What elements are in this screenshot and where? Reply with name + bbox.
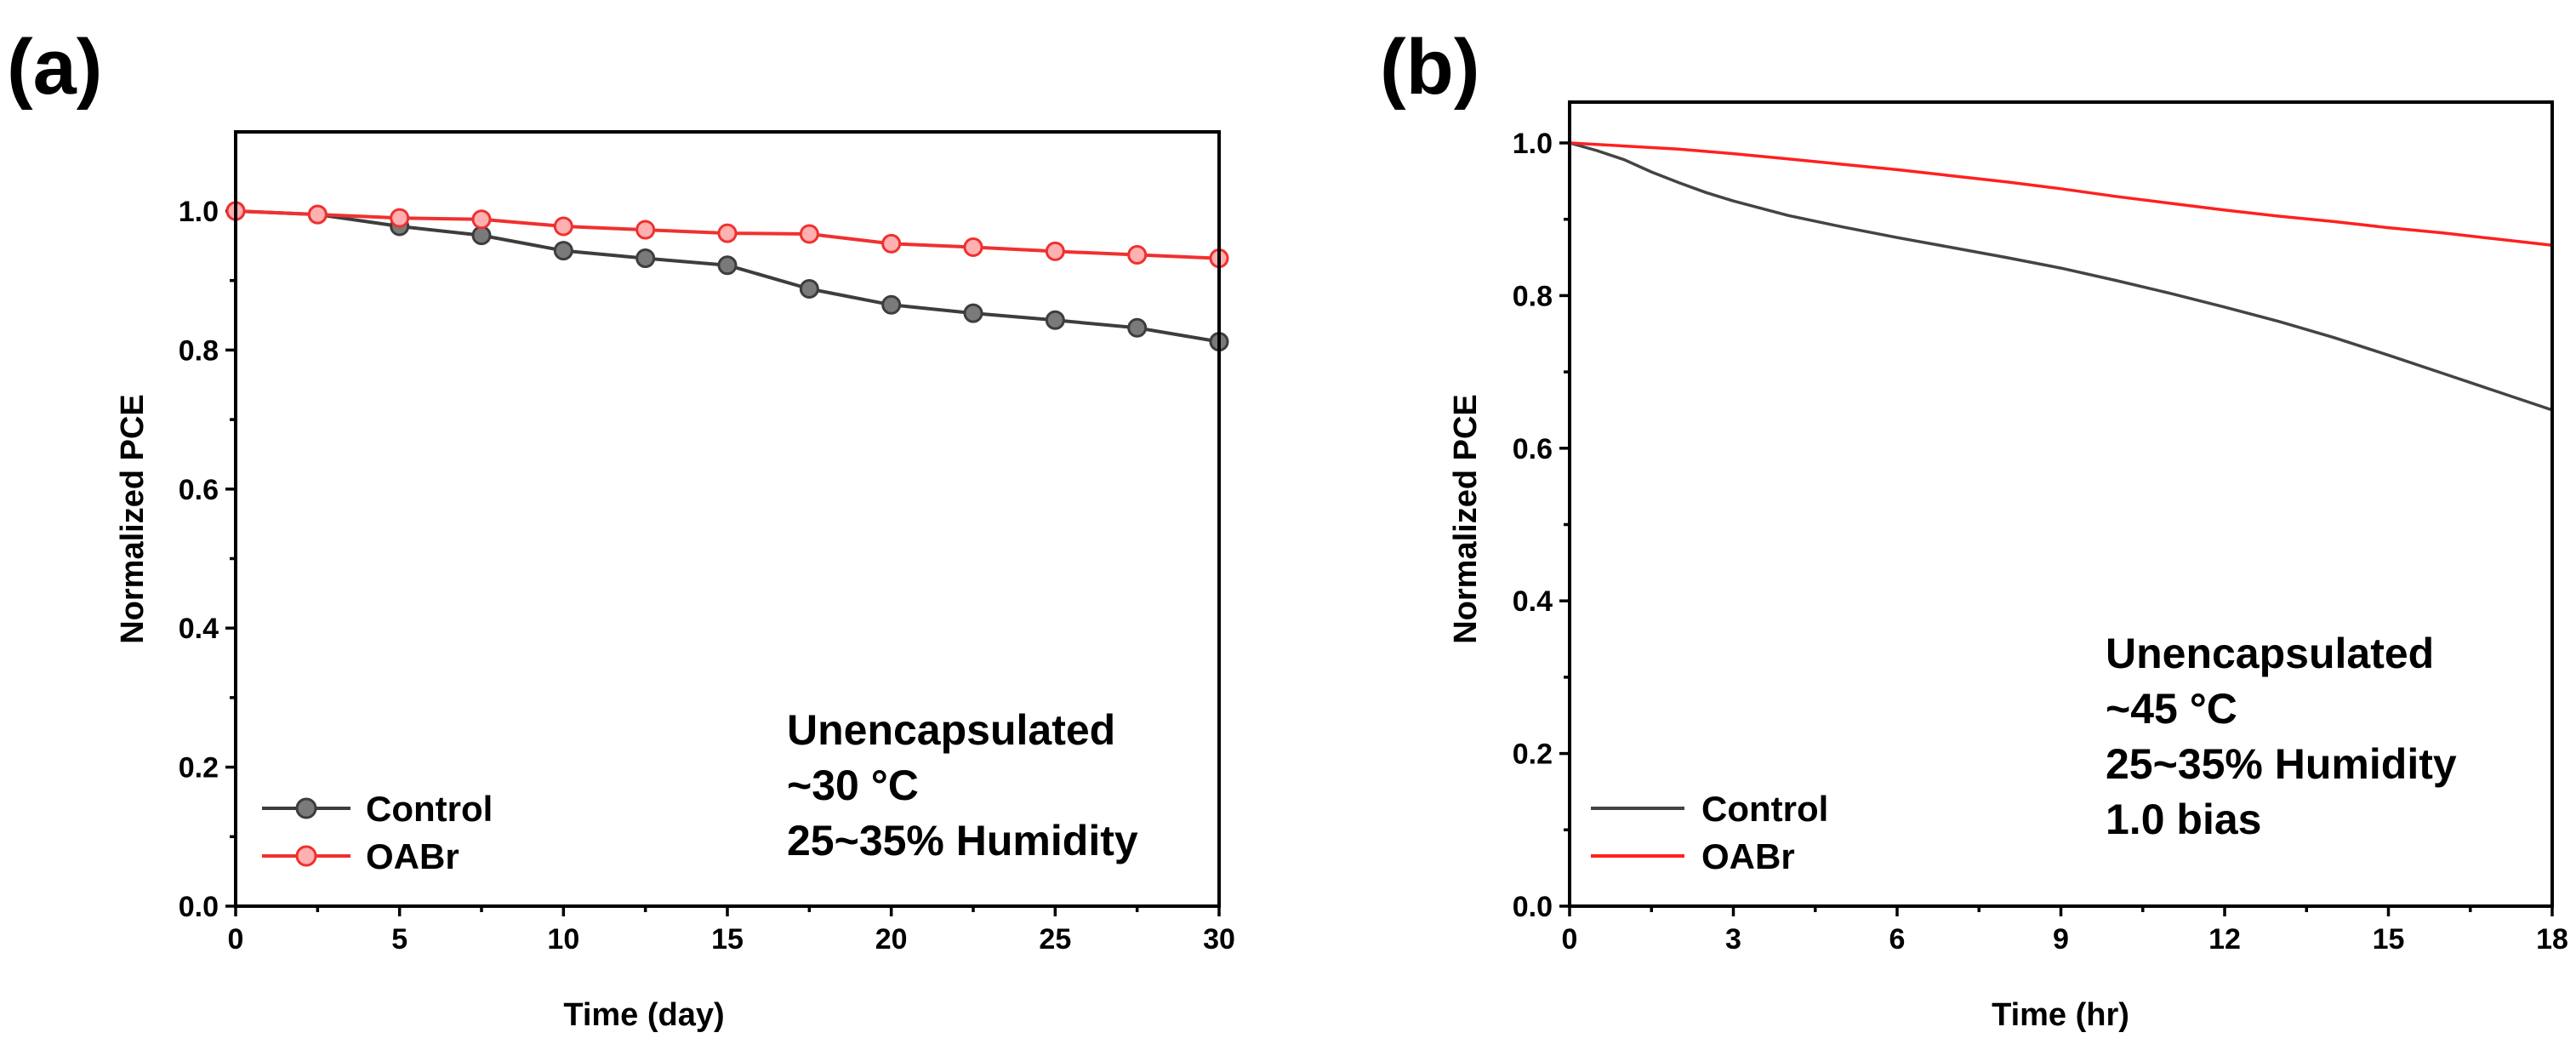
panel-b-y-axis: 0.0 0.2 0.4 0.6 0.8 1.0 xyxy=(1513,128,1570,923)
panel-a-x-tick-label: 10 xyxy=(547,923,579,956)
panel-b-legend-label-oabr: OABr xyxy=(1701,836,1795,876)
panel-a-x-axis-title: Time (day) xyxy=(563,997,724,1033)
panel-b-annotation-line-1: Unencapsulated xyxy=(2106,630,2434,677)
panel-b: (b) 0.0 0.2 0.4 0.6 0.8 1.0 0 3 6 9 12 15 18 Time (… xyxy=(1380,24,2568,1033)
panel-a-series-control-point xyxy=(881,294,902,315)
panel-a-annotation-line-2: ~30 °C xyxy=(787,762,919,809)
panel-a-series-oabr-point xyxy=(881,233,902,254)
panel-a-series-oabr-point xyxy=(1127,244,1148,265)
panel-b-annotation-line-3: 25~35% Humidity xyxy=(2106,740,2457,788)
panel-a-series-oabr-point xyxy=(307,204,328,225)
panel-a-legend-swatch-oabr-marker xyxy=(295,845,317,867)
panel-a-annotation: Unencapsulated ~30 °C 25~35% Humidity xyxy=(787,706,1138,864)
panel-b-label: (b) xyxy=(1380,24,1479,111)
panel-b-y-axis-title: Normalized PCE xyxy=(1448,394,1484,644)
panel-b-annotation-line-2: ~45 °C xyxy=(2106,685,2237,733)
panel-a-x-tick-label: 30 xyxy=(1203,923,1235,956)
panel-b-x-tick-label: 3 xyxy=(1725,923,1741,956)
panel-b-x-axis-title: Time (hr) xyxy=(1992,997,2129,1033)
panel-b-series-oabr-line xyxy=(1569,141,2553,247)
panel-b-x-tick-label: 9 xyxy=(2053,923,2069,956)
panel-a-series-control-point xyxy=(717,255,738,276)
panel-a-plot-area xyxy=(225,201,1229,352)
panel-a-series-control-point xyxy=(1045,310,1065,330)
panel-a-y-tick-label: 1.0 xyxy=(179,196,219,228)
panel-a-legend-label-oabr: OABr xyxy=(366,836,459,876)
panel-a: (a) 0.0 0.2 0.4 0.6 0.8 1.0 0 5 10 15 20 25 30 Time… xyxy=(7,24,1235,1033)
panel-b-annotation: Unencapsulated ~45 °C 25~35% Humidity 1.… xyxy=(2106,630,2457,843)
panel-a-y-axis: 0.0 0.2 0.4 0.6 0.8 1.0 xyxy=(179,196,236,923)
panel-a-y-tick-label: 0.0 xyxy=(179,891,219,923)
panel-b-y-tick-label: 0.4 xyxy=(1513,585,1553,618)
panel-b-x-tick-label: 6 xyxy=(1889,923,1906,956)
panel-b-y-tick-label: 0.0 xyxy=(1513,891,1553,923)
panel-a-series-control-point xyxy=(963,303,983,323)
panel-b-plot-area xyxy=(1569,141,2553,412)
panel-a-legend: Control OABr xyxy=(262,789,493,876)
panel-b-y-tick-label: 0.8 xyxy=(1513,280,1553,312)
panel-b-series-control-line xyxy=(1569,141,2553,412)
panel-a-series-oabr-point xyxy=(635,220,656,240)
panel-a-x-tick-label: 0 xyxy=(228,923,244,956)
panel-a-label: (a) xyxy=(7,24,102,111)
panel-a-series-control-point xyxy=(1127,317,1148,338)
panel-a-series-oabr-point xyxy=(799,224,819,244)
panel-a-x-tick-label: 25 xyxy=(1039,923,1071,956)
panel-b-legend: Control OABr xyxy=(1591,789,1828,876)
panel-a-legend-label-control: Control xyxy=(366,789,493,829)
panel-a-legend-swatch-control-marker xyxy=(295,797,317,819)
panel-a-series-control-point xyxy=(799,279,819,300)
panel-a-series-control-point xyxy=(471,225,492,246)
panel-b-annotation-line-4: 1.0 bias xyxy=(2106,796,2261,843)
panel-b-y-tick-label: 0.2 xyxy=(1513,739,1553,771)
panel-a-y-tick-label: 0.2 xyxy=(179,752,219,784)
panel-a-series-oabr-point xyxy=(553,216,573,237)
panel-a-series-control-point xyxy=(635,248,656,269)
panel-b-x-tick-label: 15 xyxy=(2373,923,2405,956)
panel-a-y-tick-label: 0.4 xyxy=(179,613,219,645)
panel-a-series-oabr-point xyxy=(1045,241,1065,261)
panel-b-x-tick-label: 12 xyxy=(2208,923,2241,956)
panel-a-series-oabr-point xyxy=(717,223,738,243)
panel-b-legend-label-control: Control xyxy=(1701,789,1828,829)
panel-b-x-axis: 0 3 6 9 12 15 18 xyxy=(1562,906,2568,956)
panel-b-y-tick-label: 1.0 xyxy=(1513,128,1553,160)
panel-a-x-tick-label: 20 xyxy=(875,923,908,956)
panel-a-y-tick-label: 0.8 xyxy=(179,334,219,367)
panel-a-y-tick-label: 0.6 xyxy=(179,474,219,506)
panel-a-annotation-line-3: 25~35% Humidity xyxy=(787,817,1138,864)
panel-b-x-tick-label: 0 xyxy=(1562,923,1578,956)
panel-a-x-axis: 0 5 10 15 20 25 30 xyxy=(228,906,1235,956)
panel-a-x-tick-label: 15 xyxy=(711,923,744,956)
panel-a-x-tick-label: 5 xyxy=(391,923,407,956)
panel-b-frame xyxy=(1568,100,2554,908)
panel-a-y-axis-title: Normalized PCE xyxy=(115,394,151,644)
panel-a-frame xyxy=(234,130,1221,908)
panel-a-series-oabr-point xyxy=(390,208,410,228)
panel-a-series-oabr-point xyxy=(963,237,983,257)
panel-b-y-tick-label: 0.6 xyxy=(1513,433,1553,465)
panel-b-x-tick-label: 18 xyxy=(2536,923,2568,956)
panel-a-annotation-line-1: Unencapsulated xyxy=(787,706,1115,754)
panel-a-series-oabr-point xyxy=(471,209,492,230)
panel-a-series-control-point xyxy=(553,241,573,261)
